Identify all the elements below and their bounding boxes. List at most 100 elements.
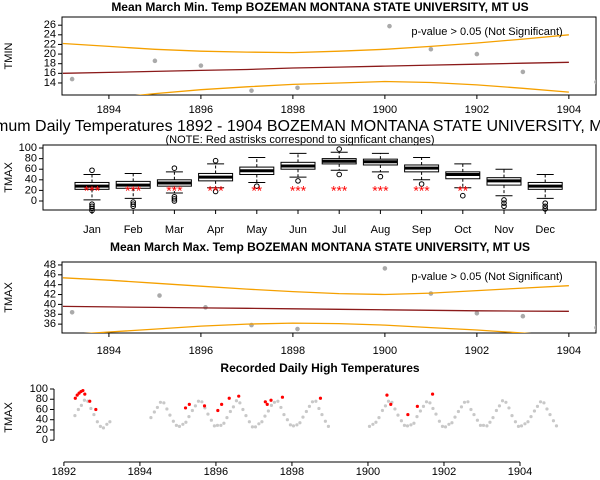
y-tick-label: 48 <box>44 259 56 271</box>
y-tick-label: 80 <box>25 153 37 165</box>
point <box>247 420 251 424</box>
point <box>216 408 220 413</box>
chart-title: Mean March Min. Temp BOZEMAN MONTANA STA… <box>111 0 528 14</box>
point <box>450 421 454 425</box>
point <box>412 421 416 425</box>
point <box>94 407 98 412</box>
point <box>415 415 419 419</box>
point <box>389 402 393 406</box>
point <box>485 424 489 428</box>
point <box>75 393 79 397</box>
y-tick-label: 16 <box>44 67 56 79</box>
plot-area <box>62 266 596 333</box>
point <box>79 403 83 407</box>
point <box>396 413 400 417</box>
point <box>382 266 388 271</box>
x-tick-label: 1898 <box>280 466 304 478</box>
point <box>220 402 224 406</box>
point <box>108 420 112 424</box>
point <box>474 310 480 316</box>
point <box>202 404 207 408</box>
outlier <box>130 203 136 210</box>
point <box>430 392 435 396</box>
annotation: p-value > 0.05 (Not Significant) <box>411 26 562 38</box>
outlier <box>171 165 178 171</box>
point <box>237 394 241 398</box>
point <box>73 396 77 400</box>
x-tick-label: 1902 <box>465 345 489 357</box>
point <box>272 400 277 404</box>
point <box>285 418 289 422</box>
point <box>295 326 300 332</box>
outlier <box>171 196 178 202</box>
point <box>206 412 210 416</box>
point <box>260 420 264 424</box>
point <box>276 399 280 403</box>
point <box>263 414 267 418</box>
point <box>447 422 451 426</box>
y-tick-label: 38 <box>44 308 56 320</box>
point <box>174 423 179 427</box>
y-tick-label: 40 <box>44 298 56 310</box>
point <box>69 309 75 315</box>
point <box>95 420 99 424</box>
point <box>554 424 559 428</box>
point <box>215 423 220 427</box>
point <box>219 423 223 427</box>
point <box>295 85 300 91</box>
point <box>424 400 429 404</box>
point <box>434 412 438 416</box>
point <box>249 88 254 93</box>
outlier <box>89 207 95 214</box>
point <box>228 409 232 414</box>
point <box>399 419 404 423</box>
point <box>371 422 375 426</box>
point <box>225 416 229 420</box>
y-axis-label: TMAX <box>3 162 15 193</box>
point <box>409 423 413 427</box>
point <box>551 419 556 423</box>
fit-line <box>62 305 569 312</box>
point <box>510 414 514 418</box>
point <box>310 400 315 404</box>
x-tick-label: 1896 <box>189 345 213 357</box>
point <box>428 46 434 52</box>
x-tick-label: 1902 <box>432 466 456 478</box>
y-tick-label: 40 <box>25 174 37 186</box>
point <box>437 419 442 423</box>
point <box>488 420 492 424</box>
point <box>491 416 495 420</box>
fit-line <box>62 34 569 54</box>
x-tick-label: 1894 <box>97 104 121 116</box>
x-tick-label: 1904 <box>557 104 581 116</box>
point <box>474 51 480 57</box>
x-tick-label: Aug <box>371 224 391 236</box>
y-tick-label: 60 <box>36 403 48 415</box>
asterisk: *** <box>331 183 348 199</box>
point <box>307 404 312 408</box>
point <box>542 401 546 405</box>
point <box>168 413 172 417</box>
point <box>165 407 169 411</box>
point <box>318 396 323 400</box>
point <box>472 412 476 417</box>
x-tick-label: 1898 <box>281 104 305 116</box>
point <box>516 424 521 428</box>
outlier <box>89 205 95 212</box>
point <box>406 412 410 417</box>
point <box>187 415 191 419</box>
point <box>314 399 318 403</box>
point <box>326 424 331 428</box>
point <box>529 415 533 419</box>
asterisk: *** <box>290 183 307 199</box>
point <box>105 422 109 426</box>
point <box>253 425 258 429</box>
point <box>548 412 552 417</box>
point <box>171 419 175 423</box>
point <box>317 406 321 411</box>
point <box>69 76 75 82</box>
x-tick-label: 1904 <box>508 466 532 478</box>
point <box>415 404 419 408</box>
point <box>594 79 596 85</box>
